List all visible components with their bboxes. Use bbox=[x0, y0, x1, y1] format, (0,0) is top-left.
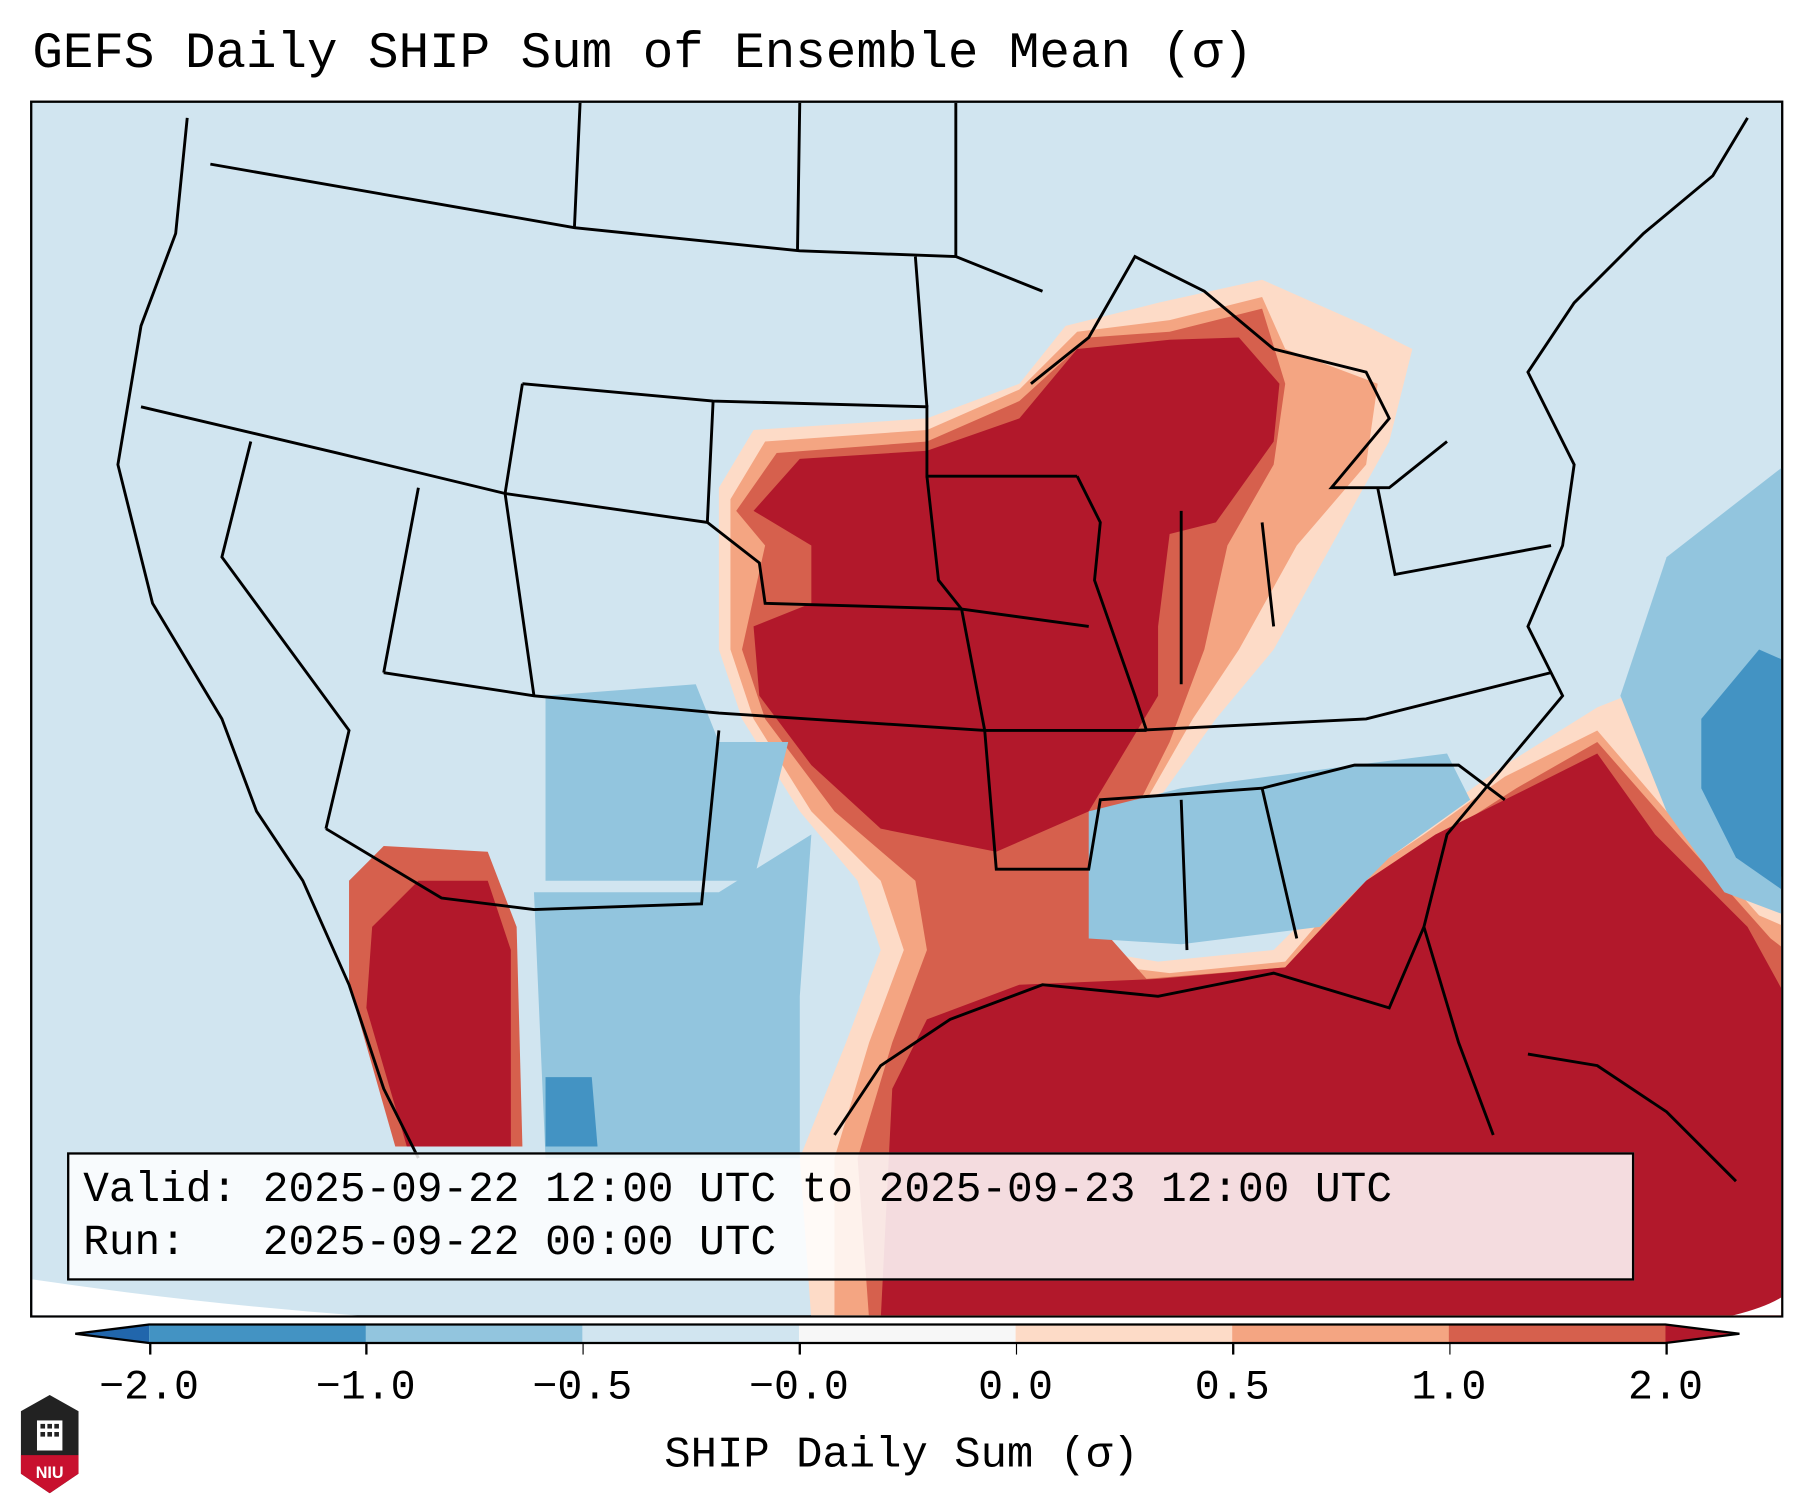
validity-info-box: Valid: 2025-09-22 12:00 UTC to 2025-09-2… bbox=[67, 1152, 1635, 1281]
colorbar-tick-label: −0.5 bbox=[532, 1363, 633, 1412]
colorbar-tick-mark bbox=[1232, 1343, 1234, 1355]
colorbar-segment bbox=[582, 1324, 800, 1344]
colorbar-tick-label: −0.0 bbox=[749, 1363, 849, 1412]
colorbar-segment bbox=[1448, 1324, 1667, 1344]
colorbar bbox=[75, 1323, 1740, 1345]
run-time-text: Run: 2025-09-22 00:00 UTC bbox=[83, 1219, 777, 1268]
projection-edge-right bbox=[1733, 1297, 1782, 1316]
colorbar-tick-label: 0.0 bbox=[978, 1363, 1054, 1412]
valid-time-text: Valid: 2025-09-22 12:00 UTC to 2025-09-2… bbox=[83, 1166, 1392, 1215]
svg-text:NIU: NIU bbox=[36, 1464, 64, 1482]
colorbar-segment bbox=[798, 1324, 1017, 1344]
colorbar-tick-mark bbox=[1665, 1343, 1668, 1355]
colorbar-segment bbox=[75, 1324, 150, 1344]
colorbar-tick-label: −1.0 bbox=[315, 1363, 416, 1412]
colorbar-tick-mark bbox=[1448, 1343, 1451, 1355]
colorbar-label: SHIP Daily Sum (σ) bbox=[664, 1430, 1139, 1481]
field-blue-southwest bbox=[545, 684, 789, 881]
colorbar-tick-label: 2.0 bbox=[1628, 1363, 1703, 1412]
state-boundaries bbox=[140, 102, 1552, 951]
colorbar-tick-label: 0.5 bbox=[1194, 1363, 1270, 1412]
map-panel bbox=[30, 100, 1784, 1318]
colorbar-segment bbox=[365, 1324, 583, 1344]
coastlines bbox=[116, 117, 1749, 1183]
niu-logo: NIU bbox=[20, 1395, 79, 1494]
field-blue-atlantic-core bbox=[1701, 649, 1782, 890]
field-blue-gulfca bbox=[545, 1077, 598, 1147]
field-dark-red-mexico-core bbox=[366, 880, 511, 1147]
colorbar-tick-mark bbox=[582, 1343, 585, 1355]
colorbar-tick-label: 1.0 bbox=[1411, 1363, 1487, 1412]
ship-field-map bbox=[32, 102, 1782, 1316]
colorbar-tick-mark bbox=[1015, 1343, 1018, 1355]
colorbar-segment bbox=[149, 1324, 367, 1344]
colorbar-tick-label: −2.0 bbox=[99, 1363, 200, 1412]
projection-edge bbox=[32, 1279, 355, 1316]
field-blue-texas bbox=[533, 834, 812, 1159]
colorbar-tick-mark bbox=[149, 1343, 151, 1355]
colorbar-segment bbox=[1665, 1324, 1740, 1344]
colorbar-tick-mark bbox=[798, 1343, 801, 1355]
colorbar-segment bbox=[1015, 1324, 1233, 1344]
colorbar-segment bbox=[1232, 1324, 1450, 1344]
colorbar-tick-mark bbox=[365, 1343, 368, 1355]
chart-title: GEFS Daily SHIP Sum of Ensemble Mean (σ) bbox=[32, 25, 1254, 84]
